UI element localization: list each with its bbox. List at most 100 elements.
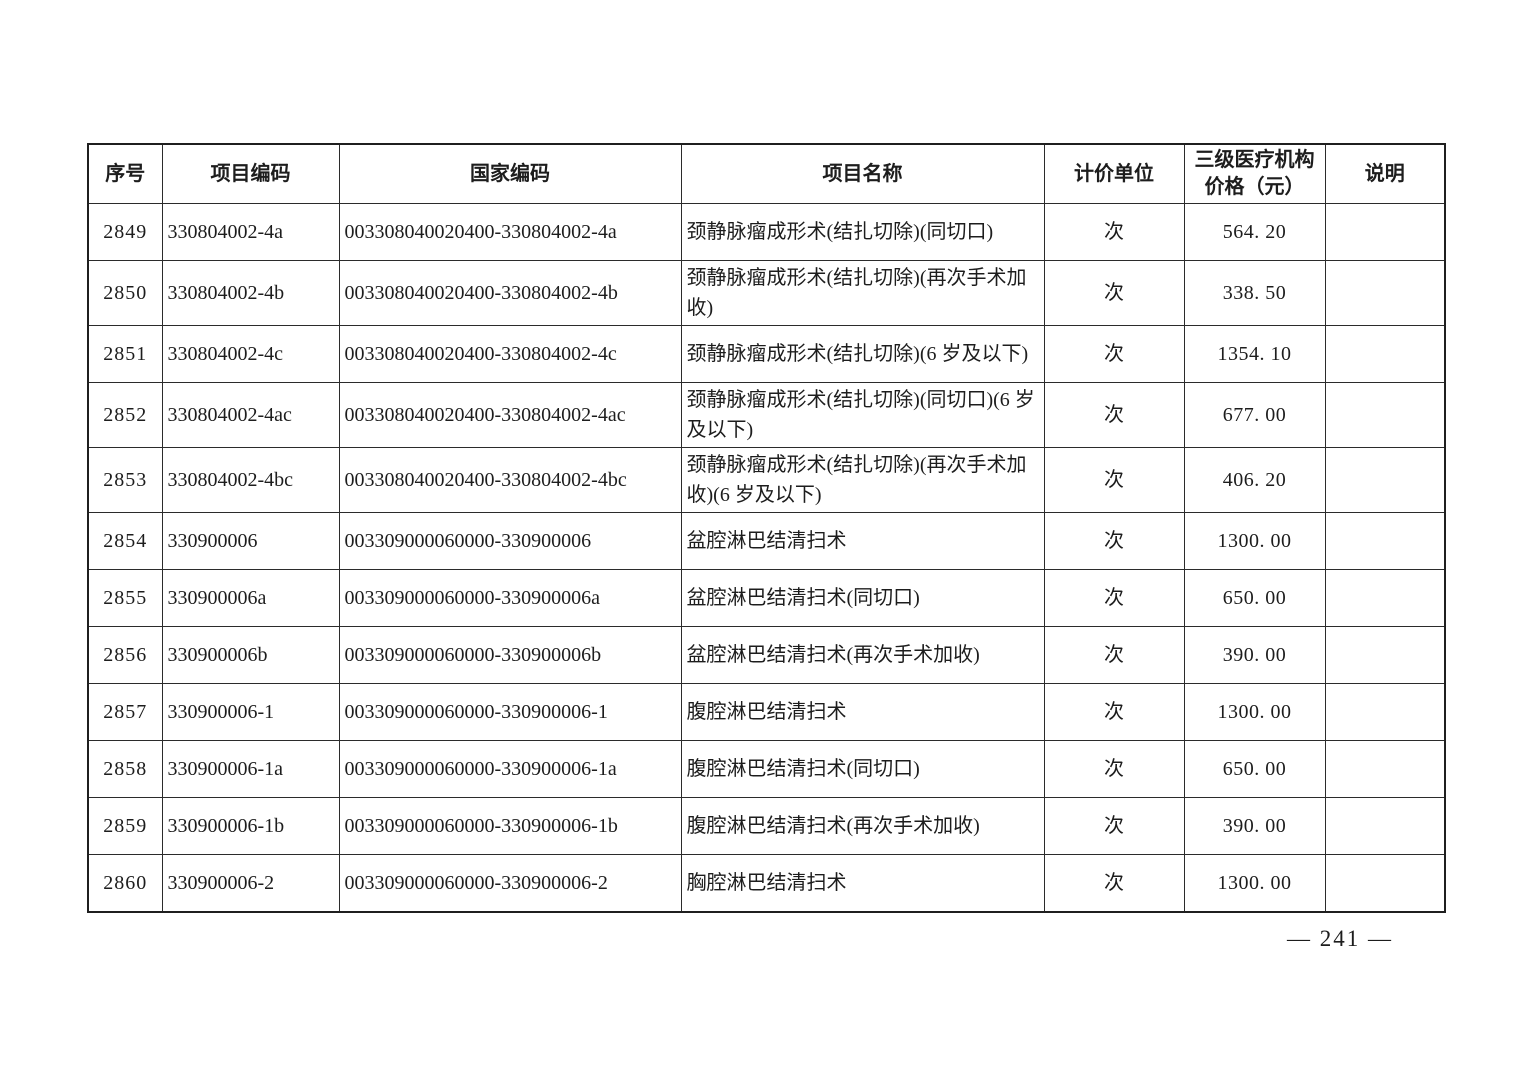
table-row: 2850 330804002-4b 003308040020400-33080400… [87,260,1446,326]
cell-price: 1354. 10 [1183,325,1326,383]
column-header-serial: 序号 [87,143,163,204]
cell-national-code: 003309000060000-330900006-1b [338,797,682,855]
cell-national-code: 003309000060000-330900006 [338,512,682,570]
cell-serial: 2860 [87,854,163,912]
table-row: 2858 330900006-1a 003309000060000-33090000… [87,740,1446,798]
cell-note [1324,797,1446,855]
table-row: 2856 330900006b 003309000060000-330900006b… [87,626,1446,684]
cell-unit: 次 [1043,512,1185,570]
cell-note [1324,203,1446,261]
cell-note [1324,447,1446,513]
cell-project-code: 330900006a [161,569,340,627]
cell-project-code: 330900006-2 [161,854,340,912]
cell-note [1324,569,1446,627]
cell-serial: 2849 [87,203,163,261]
cell-national-code: 003309000060000-330900006a [338,569,682,627]
cell-note [1324,382,1446,448]
cell-project-code: 330900006b [161,626,340,684]
medical-price-table: 序号 项目编码 国家编码 项目名称 计价单位 三级医疗机构价格（元） 说明 28… [87,143,1446,913]
table-row: 2854 330900006 003309000060000-330900006 盆腔… [87,512,1446,570]
cell-national-code: 003309000060000-330900006-2 [338,854,682,912]
cell-project-name: 盆腔淋巴结清扫术(同切口) [680,569,1045,627]
cell-project-code: 330804002-4c [161,325,340,383]
cell-project-name: 盆腔淋巴结清扫术(再次手术加收) [680,626,1045,684]
cell-serial: 2854 [87,512,163,570]
cell-price: 406. 20 [1183,447,1326,513]
cell-serial: 2858 [87,740,163,798]
cell-unit: 次 [1043,797,1185,855]
column-header-unit: 计价单位 [1043,143,1185,204]
cell-national-code: 003309000060000-330900006-1a [338,740,682,798]
table-row: 2857 330900006-1 003309000060000-330900006… [87,683,1446,741]
cell-project-name: 颈静脉瘤成形术(结扎切除)(同切口) [680,203,1045,261]
column-header-price: 三级医疗机构价格（元） [1183,143,1326,204]
cell-note [1324,854,1446,912]
cell-national-code: 003308040020400-330804002-4ac [338,382,682,448]
table-body: 2849 330804002-4a 003308040020400-33080400… [87,203,1446,912]
cell-price: 338. 50 [1183,260,1326,326]
cell-note [1324,740,1446,798]
cell-project-code: 330900006 [161,512,340,570]
table-row: 2860 330900006-2 003309000060000-330900006… [87,854,1446,912]
table-header-row: 序号 项目编码 国家编码 项目名称 计价单位 三级医疗机构价格（元） 说明 [87,143,1446,204]
cell-project-code: 330804002-4ac [161,382,340,448]
cell-unit: 次 [1043,260,1185,326]
cell-note [1324,683,1446,741]
page-number: — 241 — [1287,926,1393,951]
cell-unit: 次 [1043,447,1185,513]
cell-serial: 2857 [87,683,163,741]
cell-unit: 次 [1043,626,1185,684]
cell-serial: 2856 [87,626,163,684]
cell-note [1324,260,1446,326]
table-row: 2853 330804002-4bc 003308040020400-3308040… [87,447,1446,513]
cell-price: 677. 00 [1183,382,1326,448]
cell-price: 1300. 00 [1183,512,1326,570]
cell-unit: 次 [1043,569,1185,627]
cell-price: 1300. 00 [1183,854,1326,912]
cell-national-code: 003308040020400-330804002-4a [338,203,682,261]
cell-note [1324,626,1446,684]
cell-national-code: 003308040020400-330804002-4bc [338,447,682,513]
cell-national-code: 003309000060000-330900006-1 [338,683,682,741]
cell-unit: 次 [1043,854,1185,912]
cell-national-code: 003308040020400-330804002-4b [338,260,682,326]
cell-project-name: 颈静脉瘤成形术(结扎切除)(同切口)(6 岁及以下) [680,382,1045,448]
cell-serial: 2853 [87,447,163,513]
cell-serial: 2850 [87,260,163,326]
cell-project-code: 330900006-1b [161,797,340,855]
cell-project-name: 盆腔淋巴结清扫术 [680,512,1045,570]
table-row: 2859 330900006-1b 003309000060000-33090000… [87,797,1446,855]
cell-project-code: 330900006-1 [161,683,340,741]
cell-price: 564. 20 [1183,203,1326,261]
cell-unit: 次 [1043,683,1185,741]
cell-price: 650. 00 [1183,740,1326,798]
cell-unit: 次 [1043,740,1185,798]
cell-national-code: 003309000060000-330900006b [338,626,682,684]
cell-project-name: 腹腔淋巴结清扫术 [680,683,1045,741]
cell-note [1324,325,1446,383]
cell-note [1324,512,1446,570]
column-header-project-code: 项目编码 [161,143,340,204]
column-header-project-name: 项目名称 [680,143,1045,204]
cell-serial: 2859 [87,797,163,855]
cell-unit: 次 [1043,203,1185,261]
table-row: 2852 330804002-4ac 003308040020400-3308040… [87,382,1446,448]
cell-unit: 次 [1043,382,1185,448]
table-row: 2851 330804002-4c 003308040020400-33080400… [87,325,1446,383]
cell-project-code: 330804002-4a [161,203,340,261]
cell-project-name: 颈静脉瘤成形术(结扎切除)(6 岁及以下) [680,325,1045,383]
cell-project-name: 腹腔淋巴结清扫术(再次手术加收) [680,797,1045,855]
cell-serial: 2855 [87,569,163,627]
cell-price: 390. 00 [1183,626,1326,684]
cell-project-name: 颈静脉瘤成形术(结扎切除)(再次手术加收) [680,260,1045,326]
cell-project-name: 胸腔淋巴结清扫术 [680,854,1045,912]
column-header-note: 说明 [1324,143,1446,204]
cell-serial: 2852 [87,382,163,448]
column-header-national-code: 国家编码 [338,143,682,204]
cell-unit: 次 [1043,325,1185,383]
cell-project-name: 腹腔淋巴结清扫术(同切口) [680,740,1045,798]
cell-serial: 2851 [87,325,163,383]
table-row: 2855 330900006a 003309000060000-330900006a… [87,569,1446,627]
cell-price: 390. 00 [1183,797,1326,855]
